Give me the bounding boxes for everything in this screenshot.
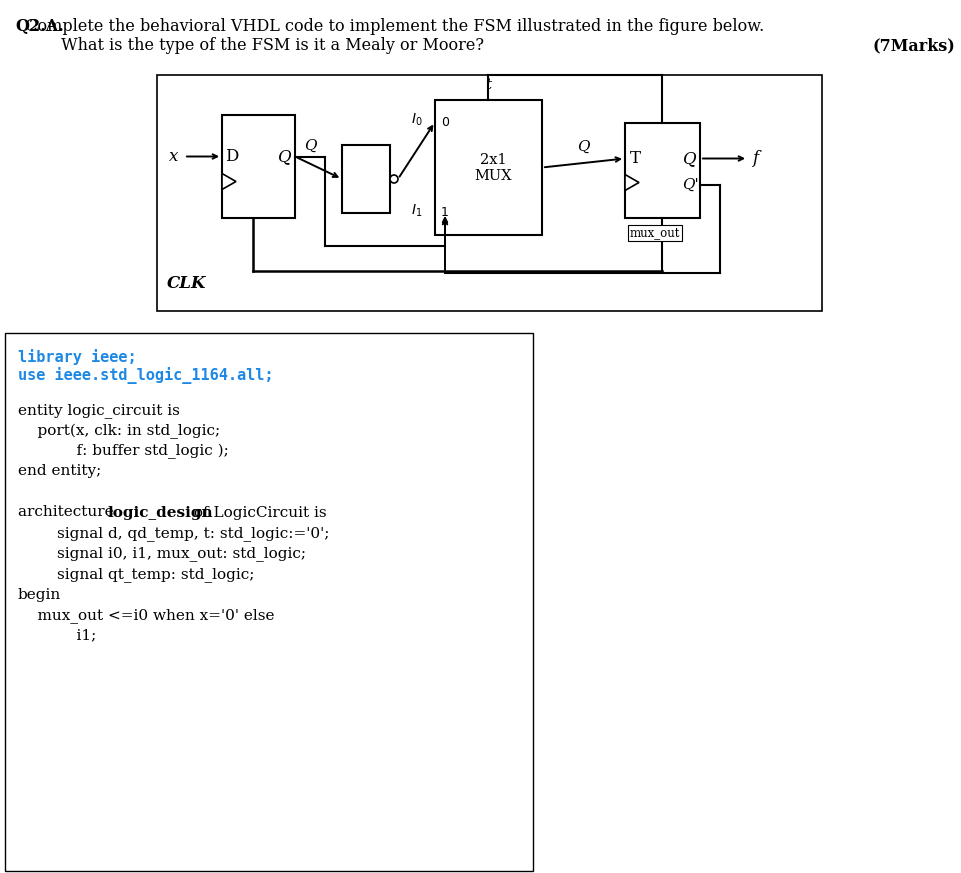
Text: library ieee;: library ieee; — [18, 349, 136, 365]
Text: mux_out <=i0 when x='0' else: mux_out <=i0 when x='0' else — [18, 608, 274, 622]
Text: f: buffer std_logic );: f: buffer std_logic ); — [18, 444, 229, 459]
Text: f: f — [752, 150, 757, 167]
Bar — [222, 115, 295, 218]
Text: $I_0$: $I_0$ — [410, 112, 422, 128]
Text: Q: Q — [577, 140, 589, 154]
Text: mux_out: mux_out — [629, 226, 679, 239]
Text: Complete the behavioral VHDL code to implement the FSM illustrated in the figure: Complete the behavioral VHDL code to imp… — [15, 18, 763, 35]
Text: Q': Q' — [681, 177, 698, 191]
Text: end entity;: end entity; — [18, 464, 101, 478]
Bar — [434, 100, 541, 235]
Text: signal d, qd_temp, t: std_logic:='0';: signal d, qd_temp, t: std_logic:='0'; — [18, 526, 329, 541]
Text: i1;: i1; — [18, 629, 96, 643]
Text: CLK: CLK — [167, 274, 207, 292]
Text: t: t — [485, 78, 491, 92]
Text: x: x — [168, 148, 178, 165]
Text: Q: Q — [304, 139, 316, 153]
Text: D: D — [225, 148, 238, 165]
Bar — [625, 123, 700, 218]
Polygon shape — [222, 174, 235, 189]
Text: 0: 0 — [440, 115, 449, 128]
Text: signal i0, i1, mux_out: std_logic;: signal i0, i1, mux_out: std_logic; — [18, 546, 306, 561]
Text: T: T — [628, 150, 640, 167]
Text: Q: Q — [278, 148, 291, 165]
Text: 1: 1 — [440, 207, 449, 219]
Text: entity logic_circuit is: entity logic_circuit is — [18, 403, 180, 418]
Text: 2x1: 2x1 — [480, 153, 506, 167]
Text: of LogicCircuit is: of LogicCircuit is — [189, 505, 327, 519]
Text: $I_1$: $I_1$ — [411, 203, 422, 219]
Bar — [342, 145, 389, 213]
Text: use ieee.std_logic_1164.all;: use ieee.std_logic_1164.all; — [18, 367, 273, 384]
Text: architecture: architecture — [18, 505, 118, 519]
Text: port(x, clk: in std_logic;: port(x, clk: in std_logic; — [18, 423, 220, 439]
Circle shape — [389, 175, 398, 183]
Bar — [5, 333, 532, 871]
Text: MUX: MUX — [475, 168, 511, 182]
Text: Q2.A.: Q2.A. — [15, 18, 63, 35]
Text: logic_design: logic_design — [107, 505, 212, 519]
Text: Q: Q — [682, 150, 696, 167]
Text: What is the type of the FSM is it a Mealy or Moore?: What is the type of the FSM is it a Meal… — [15, 37, 483, 54]
Polygon shape — [625, 175, 638, 190]
Text: (7Marks): (7Marks) — [872, 37, 954, 54]
Text: signal qt_temp: std_logic;: signal qt_temp: std_logic; — [18, 567, 254, 582]
Text: begin: begin — [18, 588, 62, 601]
Bar — [157, 75, 821, 311]
